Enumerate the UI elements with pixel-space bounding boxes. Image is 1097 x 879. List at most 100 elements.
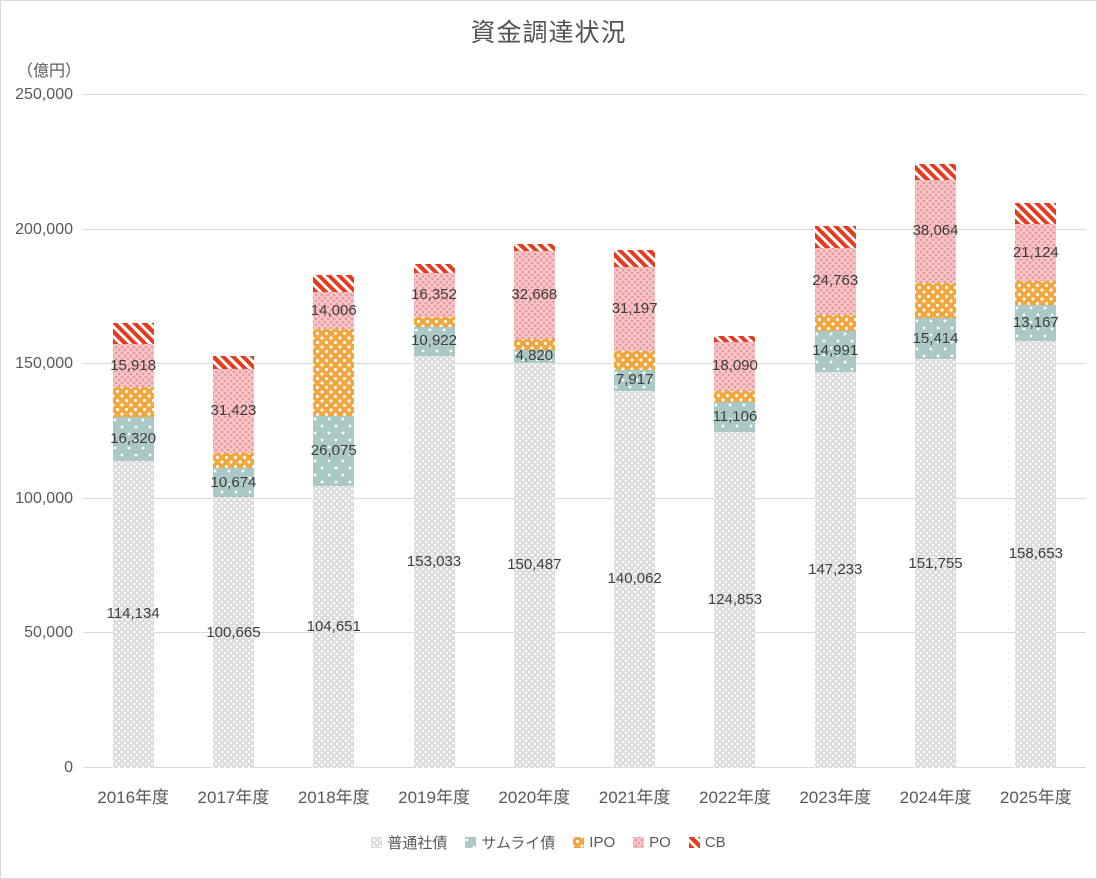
data-label: 4,820 [515,347,554,365]
bar-segment-pink [714,342,756,391]
bar-segment-orange [614,351,656,370]
bar-segment-pink [614,267,656,352]
bar-segment-teal [814,331,856,372]
bar-segment-red [513,244,555,251]
bar-segment-teal [1015,305,1057,341]
bar-segment-orange [513,338,555,350]
bar-segment-red [915,163,957,181]
bar-segment-teal [614,369,656,391]
bar-stack: 104,651 26,075 14,006 [284,95,384,768]
data-label: 150,487 [507,556,562,574]
y-gridline [83,363,1086,365]
x-tick-label: 2025年度 [999,788,1072,807]
bar-segment-gray [614,390,656,768]
y-tick-label: 200,000 [15,220,73,238]
bar-segment-pink [313,291,355,330]
bar-stack: 100,665 10,674 31,423 [183,95,283,768]
data-label: 38,064 [912,222,959,240]
bar-segment-orange [413,316,455,327]
legend-label: IPO [589,834,616,851]
x-tick-label: 2020年度 [498,788,571,807]
bar-segment-red [814,225,856,248]
data-label: 14,006 [310,301,357,319]
legend-item: サムライ債 [465,832,555,853]
bar-segment-red [212,356,254,369]
bar-segment-pink [413,272,455,317]
legend-item: 普通社債 [371,832,447,853]
bar-segment-orange [814,314,856,332]
data-label: 124,853 [707,590,763,608]
data-label: 153,033 [406,553,462,571]
data-label: 31,423 [210,401,257,419]
bar-segment-teal [915,318,957,360]
x-tick-label: 2021年度 [598,788,671,807]
bar-stack: 158,653 13,167 21,124 [986,95,1086,768]
x-tick-label: 2017年度 [197,788,270,807]
legend-label: 普通社債 [387,835,448,852]
data-label: 16,352 [411,285,457,303]
legend-label: CB [704,834,726,851]
bar-segment-teal [413,326,455,357]
bar-segment-gray [313,486,355,768]
legend-orange-swatch-icon [573,837,585,848]
legend-teal-swatch-icon [465,837,477,848]
y-tick-label: 50,000 [24,624,73,642]
legend-gray-swatch-icon [371,837,383,848]
data-label: 7,917 [615,371,654,389]
bar-segment-red [614,250,656,268]
bar-segment-pink [1015,224,1057,281]
bar-segment-pink [513,250,555,339]
bar-segment-orange [714,390,756,402]
data-label: 26,075 [310,442,357,460]
y-gridline [83,228,1086,230]
bar-segment-orange [915,282,957,318]
bar-segment-pink [915,180,957,283]
bar-segment-teal [513,349,555,363]
x-tick-label: 2018年度 [297,788,370,807]
bar-stack: 151,755 15,414 38,064 [885,95,985,768]
bar-segment-orange [112,387,154,417]
data-label: 15,918 [110,356,157,374]
data-label: 10,674 [210,473,257,491]
bar-stack: 147,233 14,991 24,763 [785,95,885,768]
legend-item: IPO [573,834,615,851]
bar-segment-gray [413,356,455,768]
bar-segment-red [714,335,756,342]
x-tick-label: 2023年度 [799,788,872,807]
y-axis-unit-label: （億円） [17,63,82,80]
data-label: 114,134 [106,605,160,623]
bar-segment-orange [313,329,355,417]
y-gridline [83,767,1086,768]
x-tick-label: 2016年度 [97,788,170,807]
bar-segment-pink [212,368,254,454]
bar-segment-pink [814,247,856,315]
legend-label: PO [649,834,671,851]
data-label: 147,233 [808,560,863,578]
y-gridline [83,94,1086,95]
bar-segment-red [1015,203,1057,225]
data-label: 32,668 [511,285,558,303]
data-label: 100,665 [206,623,261,641]
data-label: 15,414 [912,329,959,347]
legend-red-swatch-icon [688,837,700,848]
data-label: 16,320 [110,429,157,447]
bar-segment-gray [915,359,957,768]
y-gridline [83,497,1086,499]
bar-segment-gray [1015,340,1057,768]
bar-segment-teal [112,416,154,461]
data-label: 104,651 [306,618,361,636]
legend-item: CB [688,834,726,851]
bar-segment-gray [513,362,555,768]
data-label: 151,755 [908,554,963,572]
y-tick-label: 150,000 [15,355,73,373]
data-label: 21,124 [1012,243,1059,261]
bar-segment-gray [112,460,154,768]
bar-stack: 124,853 11,106 18,090 [685,95,785,768]
x-tick-label: 2024年度 [899,788,972,807]
bar-segment-gray [212,497,254,768]
bar-stack: 140,062 7,917 31,197 [585,95,685,768]
plot-area: 114,134 16,320 15,918 100,665 10,674 31,423 10… [83,94,1086,768]
bar-segment-teal [714,402,756,432]
data-label: 18,090 [712,357,758,375]
y-tick-label: 0 [64,759,73,776]
